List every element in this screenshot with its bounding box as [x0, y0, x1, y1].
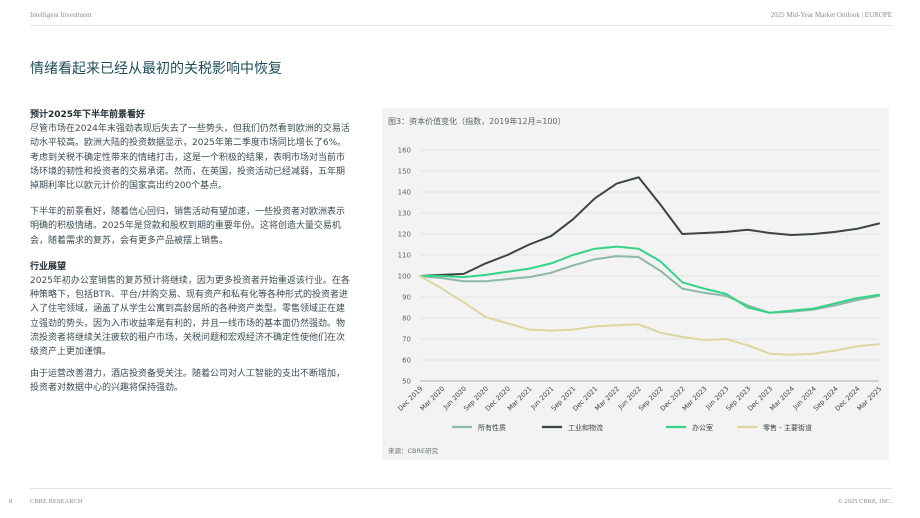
section-heading-outlook: 预计2025年下半年前景看好 [30, 110, 146, 120]
y-tick-label: 60 [402, 357, 411, 365]
legend-label: 所有性质 [478, 423, 506, 432]
y-tick-label: 80 [402, 315, 411, 323]
series-line-3 [419, 245, 880, 314]
footer-divider [30, 488, 892, 489]
y-tick-label: 130 [398, 210, 411, 218]
series-line-2 [419, 176, 880, 277]
page-title: 情绪看起来已经从最初的关税影响中恢复 [30, 61, 282, 77]
chart-panel [382, 108, 889, 460]
paragraph-market-activity: 尽管市场在2024年末强劲表现后失去了一些势头，但我们仍然看到欧洲的交易活动水平… [30, 124, 350, 192]
y-tick-label: 140 [398, 189, 411, 197]
paragraph-second-half: 下半年的前景看好，随着信心回归，销售活动有望加速，一些投资者对欧洲表示明确的积极… [30, 207, 346, 246]
y-tick-label: 70 [402, 336, 411, 344]
legend-label: 办公室 [692, 423, 713, 432]
footer-brand: CBRE RESEARCH [30, 498, 83, 505]
legend-label: 零售 - 主要街道 [763, 423, 812, 432]
y-tick-label: 50 [402, 378, 411, 386]
footer-copyright: © 2025 CBRE, INC. [837, 498, 892, 505]
y-tick-label: 110 [398, 252, 411, 260]
section-heading-sector: 行业展望 [30, 261, 67, 272]
y-tick-label: 100 [398, 273, 411, 281]
y-tick-label: 120 [398, 231, 411, 239]
chart-caption: 图3：资本价值变化（指数，2019年12月=100） [388, 117, 566, 126]
series-line-1 [419, 255, 880, 314]
header-brand: Intelligent Investment [30, 11, 92, 19]
legend-label: 工业和物流 [568, 423, 603, 432]
y-tick-label: 90 [402, 294, 411, 302]
left-text-column: 预计2025年下半年前景看好 尽管市场在2024年末强劲表现后失去了一些势头，但… [30, 108, 350, 408]
chart-source: 来源：CBRE研究 [388, 447, 439, 455]
y-tick-label: 150 [398, 168, 411, 176]
header-report-title: 2025 Mid-Year Market Outlook | EUROPE [770, 11, 892, 19]
paragraph-sector-outlook: 2025年初办公室销售的复苏预计将继续，因为更多投资者开始重返该行业。在各种策略… [30, 276, 350, 358]
y-tick-label: 160 [398, 147, 411, 155]
paragraph-hotels-datacentres: 由于运营改善潜力，酒店投资备受关注。随着公司对人工智能的支出不断增加，投资者对数… [30, 369, 346, 394]
header-divider [30, 25, 892, 26]
page-number: 8 [9, 498, 13, 505]
series-line-4 [419, 275, 880, 356]
